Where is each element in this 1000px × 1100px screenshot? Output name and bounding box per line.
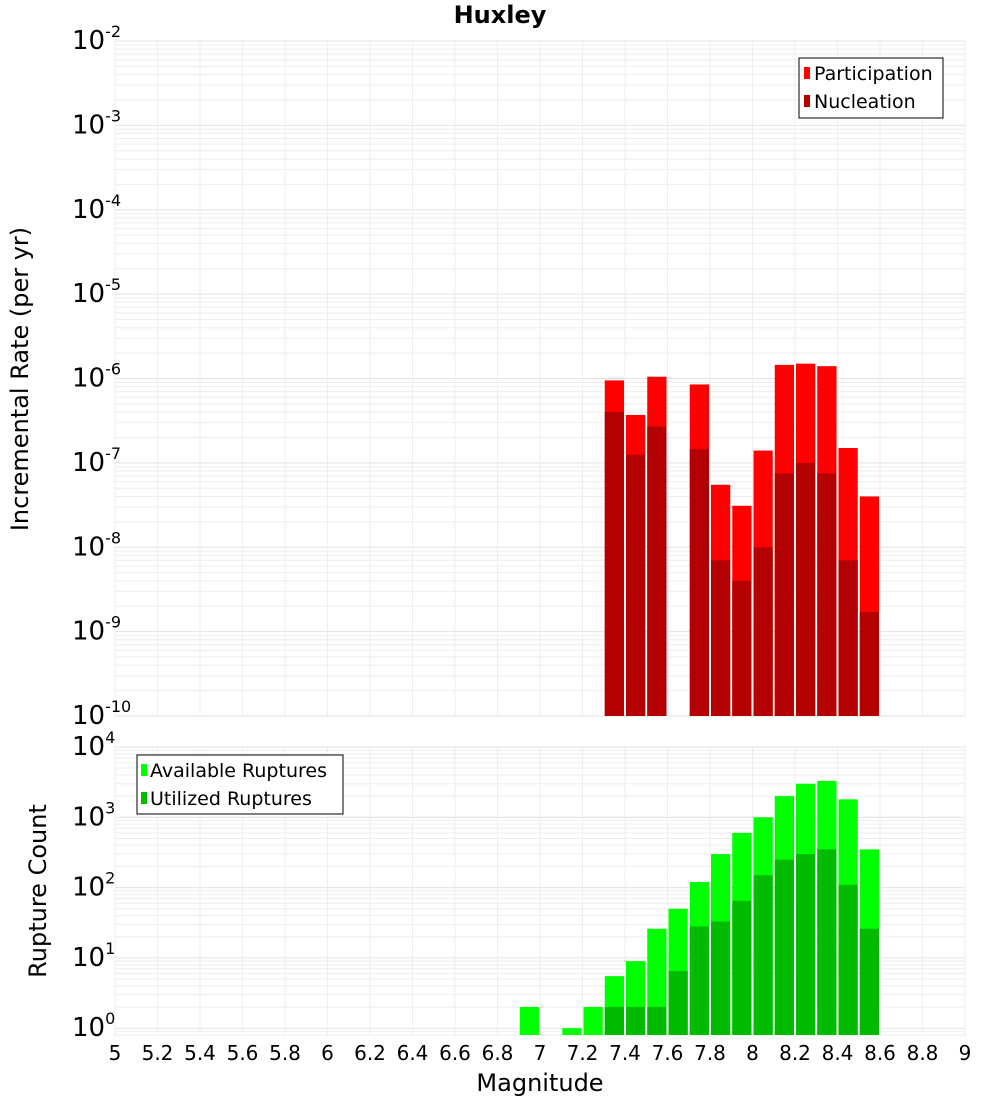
y-tick-label: 10-6 xyxy=(72,360,121,394)
x-tick-label: 6.2 xyxy=(354,1041,386,1065)
nucleation-bar xyxy=(753,547,773,716)
y-tick-label: 10-4 xyxy=(72,191,121,225)
nucleation-bar xyxy=(838,560,858,716)
utilized-bar xyxy=(774,859,794,1035)
utilized-bar xyxy=(689,926,709,1035)
nucleation-bar xyxy=(817,473,837,716)
utilized-bar xyxy=(626,1007,646,1035)
available-bar xyxy=(562,1028,582,1035)
y-tick-label: 10-3 xyxy=(72,106,121,140)
y-tick-label: 104 xyxy=(72,728,115,762)
x-tick-label: 7.2 xyxy=(567,1041,599,1065)
x-tick-label: 5.2 xyxy=(142,1041,174,1065)
count-legend: Available Ruptures Utilized Ruptures xyxy=(136,754,344,815)
y-tick-label: 10-5 xyxy=(72,275,121,309)
rate-y-axis-label: Incremental Rate (per yr) xyxy=(6,227,34,531)
x-tick-label: 5.8 xyxy=(269,1041,301,1065)
x-tick-label: 5.6 xyxy=(227,1041,259,1065)
count-y-ticks: 100 101 102 103 104 xyxy=(72,728,115,1043)
x-tick-label: 6 xyxy=(321,1041,334,1065)
x-tick-label: 8.4 xyxy=(822,1041,854,1065)
x-tick-label: 9 xyxy=(959,1041,972,1065)
nucleation-bar xyxy=(774,473,794,716)
nucleation-bar xyxy=(711,560,731,716)
x-tick-label: 7.6 xyxy=(652,1041,684,1065)
x-tick-label: 7.8 xyxy=(694,1041,726,1065)
rate-gridlines xyxy=(114,40,966,717)
magnitude-x-ticks: 5 5.2 5.4 5.6 5.8 6 6.2 6.4 6.6 6.8 7 7.2 7.4 7.6 7.8 8… xyxy=(109,1041,972,1065)
available-legend-swatch xyxy=(141,764,147,776)
rate-legend-box xyxy=(798,57,944,119)
nucleation-bar xyxy=(796,462,816,716)
utilized-bar xyxy=(817,849,837,1035)
utilized-legend-swatch xyxy=(141,792,147,804)
y-tick-label: 100 xyxy=(72,1009,115,1043)
available-legend-label: Available Ruptures xyxy=(150,760,327,782)
x-tick-label: 6.6 xyxy=(439,1041,471,1065)
y-tick-label: 10-9 xyxy=(72,613,121,647)
x-tick-label: 6.4 xyxy=(397,1041,429,1065)
utilized-bar xyxy=(796,854,816,1035)
x-tick-label: 8.2 xyxy=(779,1041,811,1065)
y-tick-label: 103 xyxy=(72,798,115,832)
nucleation-bar xyxy=(604,412,624,716)
x-axis-label: Magnitude xyxy=(476,1069,603,1097)
rate-y-ticks: 10-10 10-9 10-8 10-7 10-6 10-5 10-4 10-3 10-2 xyxy=(72,22,131,731)
utilized-bar xyxy=(711,921,731,1035)
available-bar xyxy=(519,1007,539,1035)
nucleation-bar xyxy=(859,612,879,716)
x-tick-label: 6.8 xyxy=(482,1041,514,1065)
y-tick-label: 101 xyxy=(72,939,115,973)
chart-title: Huxley xyxy=(454,1,547,29)
count-bars xyxy=(519,780,879,1035)
y-tick-label: 10-10 xyxy=(72,697,131,731)
x-tick-label: 7.4 xyxy=(609,1041,641,1065)
x-tick-label: 5.4 xyxy=(184,1041,216,1065)
utilized-bar xyxy=(604,1007,624,1035)
y-tick-label: 102 xyxy=(72,869,115,903)
rate-panel: 10-10 10-9 10-8 10-7 10-6 10-5 10-4 10-3 10-2 In… xyxy=(6,22,966,731)
nucleation-legend-swatch xyxy=(804,95,810,107)
available-bar xyxy=(583,1007,603,1035)
y-tick-label: 10-8 xyxy=(72,528,121,562)
x-tick-label: 8.8 xyxy=(907,1041,939,1065)
nucleation-bar xyxy=(647,426,667,716)
count-panel: 100 101 102 103 104 5 5.2 5.4 5.6 5.8 6 6.2 6.4 6.6 6… xyxy=(24,728,971,1097)
utilized-bar xyxy=(753,875,773,1035)
utilized-bar xyxy=(668,971,688,1035)
utilized-bar xyxy=(732,900,752,1035)
utilized-bar xyxy=(838,884,858,1035)
y-tick-label: 10-2 xyxy=(72,22,121,56)
utilized-bar xyxy=(647,1007,667,1035)
count-legend-box xyxy=(136,754,344,815)
x-tick-label: 7 xyxy=(534,1041,547,1065)
nucleation-bar xyxy=(732,580,752,716)
nucleation-bar xyxy=(626,454,646,716)
participation-legend-swatch xyxy=(804,67,810,79)
x-tick-label: 8.6 xyxy=(864,1041,896,1065)
count-y-axis-label: Rupture Count xyxy=(24,804,52,978)
nucleation-bar xyxy=(689,449,709,716)
rate-bars xyxy=(604,363,879,716)
utilized-bar xyxy=(859,928,879,1035)
x-tick-label: 8 xyxy=(746,1041,759,1065)
utilized-legend-label: Utilized Ruptures xyxy=(150,788,312,810)
participation-legend-label: Participation xyxy=(814,63,933,85)
rate-legend: Participation Nucleation xyxy=(798,57,944,119)
x-tick-label: 5 xyxy=(109,1041,122,1065)
y-tick-label: 10-7 xyxy=(72,444,121,478)
nucleation-legend-label: Nucleation xyxy=(814,91,916,113)
